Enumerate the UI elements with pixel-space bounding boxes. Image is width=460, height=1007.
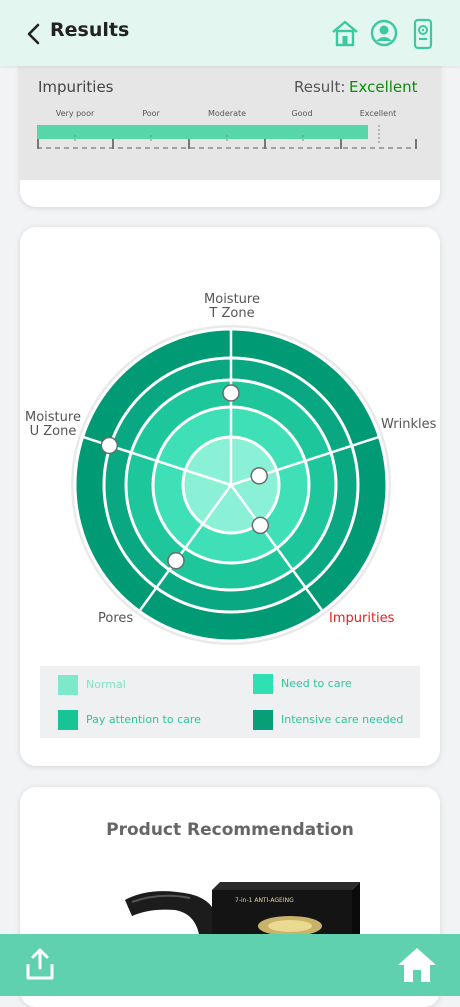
radar-point-impurities: [251, 516, 270, 535]
legend-swatch: [253, 674, 273, 694]
radar-point-pores: [167, 551, 185, 570]
skin-radar-card: Moisture T Zone Wrinkles Impurities Pore…: [20, 227, 440, 766]
level-label: Very poor: [55, 109, 95, 118]
legend-swatch: [253, 710, 273, 730]
level-label: Good: [291, 109, 313, 118]
impurities-card: Impurities Result: Excellent Very poor P…: [20, 50, 440, 207]
legend-swatch: [58, 675, 78, 695]
back-arrow-icon[interactable]: [24, 21, 44, 47]
bottom-bar: [0, 934, 460, 996]
profile-icon[interactable]: [369, 18, 399, 48]
page-title: Results: [50, 19, 130, 41]
category-label: Pores: [98, 611, 134, 626]
impurities-title: Impurities: [38, 78, 114, 96]
impurities-level-bar: [37, 125, 417, 151]
category-pores: Pores: [98, 612, 133, 626]
radar-legend: Normal Need to care Pay attention to car…: [40, 666, 420, 738]
radar-point-u-zone: [100, 436, 119, 455]
share-icon[interactable]: [24, 946, 56, 982]
legend-label: Need to care: [281, 677, 352, 690]
impurities-level-fill: [37, 125, 368, 139]
radar-point-wrinkles: [250, 467, 268, 485]
legend-label: Pay attention to care: [86, 713, 201, 726]
radar-spoke-pores: [138, 484, 233, 612]
level-label: Moderate: [207, 109, 247, 118]
home-icon[interactable]: [330, 18, 360, 48]
radar-points: [100, 384, 270, 570]
category-impurities: Impurities: [329, 612, 394, 626]
category-label: Moisture U Zone: [25, 410, 81, 439]
result-label: Result:: [294, 78, 346, 96]
legend-label: Intensive care needed: [281, 713, 404, 726]
category-label: Wrinkles: [381, 417, 437, 432]
category-label: Impurities: [329, 611, 395, 626]
device-icon[interactable]: [410, 18, 436, 50]
impurities-panel: Impurities Result: Excellent Very poor P…: [20, 66, 440, 180]
skin-radar-chart: [71, 325, 391, 645]
category-moisture-u-zone: Moisture U Zone: [25, 411, 81, 439]
result-value: Excellent: [349, 78, 418, 96]
top-bar: Results: [0, 0, 460, 66]
home-icon[interactable]: [396, 946, 438, 984]
product-box-text: 7-in-1 ANTI-AGEING: [235, 897, 294, 904]
level-scale-ticks: [37, 125, 417, 149]
radar-point-t-zone: [222, 384, 240, 402]
legend-label: Normal: [86, 678, 126, 691]
recommendation-title: Product Recommendation: [106, 820, 354, 840]
category-label: Moisture T Zone: [204, 292, 260, 321]
category-wrinkles: Wrinkles: [381, 418, 436, 432]
product-image[interactable]: 7-in-1 ANTI-AGEING: [120, 882, 370, 942]
level-label: Poor: [142, 109, 160, 118]
radar-spoke-impurities: [229, 484, 324, 612]
legend-swatch: [58, 710, 78, 730]
category-moisture-t-zone: Moisture T Zone: [204, 293, 260, 321]
level-label: Excellent: [359, 109, 397, 118]
